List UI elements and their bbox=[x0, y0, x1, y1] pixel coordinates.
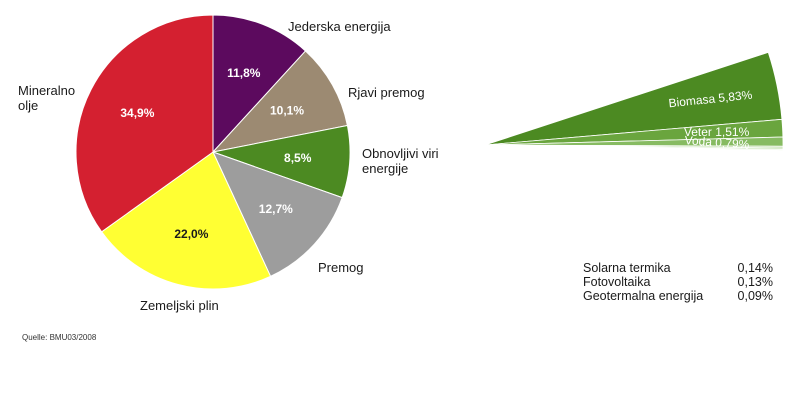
pie-value-label-premog: 12,7% bbox=[259, 202, 293, 216]
pie-value-label-rjavi-premog: 10,1% bbox=[270, 103, 304, 117]
fan-label-veter: Veter 1,51% bbox=[684, 125, 750, 139]
legend-row-solarna-termika: Solarna termika 0,14% bbox=[583, 261, 773, 275]
pie-category-label-jederska-energija: Jederska energija bbox=[288, 19, 391, 34]
legend-value: 0,13% bbox=[737, 275, 773, 289]
pie-value-label-mineralno-olje: 34,9% bbox=[120, 106, 154, 120]
pie-slice-jederska-energija bbox=[212, 14, 307, 154]
pie-category-label-rjavi-premog: Rjavi premog bbox=[348, 85, 425, 100]
fan-slice-geotermalna-energija bbox=[484, 144, 784, 151]
legend-value: 0,09% bbox=[737, 289, 773, 303]
pie-category-label-mineralno-olje: Mineralno olje bbox=[18, 83, 75, 113]
pie-value-label-obnovljivi-viri-energije: 8,5% bbox=[284, 151, 312, 165]
pie-slices bbox=[75, 14, 351, 290]
renewables-fan bbox=[484, 51, 784, 151]
pie-labels: 11,8% Jederska energija 10,1% Rjavi premog 8… bbox=[18, 19, 439, 313]
pie-value-label-jederska-energija: 11,8% bbox=[227, 66, 261, 80]
pie-slice-premog bbox=[212, 151, 343, 277]
legend-label: Solarna termika bbox=[583, 261, 671, 275]
small-renewables-legend: Solarna termika 0,14% Fotovoltaika 0,13%… bbox=[583, 261, 773, 303]
legend-label: Geotermalna energija bbox=[583, 289, 704, 303]
legend-label: Fotovoltaika bbox=[583, 275, 651, 289]
pie-category-label-zemeljski-plin: Zemeljski plin bbox=[140, 298, 219, 313]
fan-label-voda: Voda 0,79% bbox=[684, 133, 750, 152]
pie-slice-zemeljski-plin bbox=[100, 151, 272, 290]
pie-category-label-premog: Premog bbox=[318, 260, 364, 275]
legend-row-geotermalna-energija: Geotermalna energija 0,09% bbox=[583, 289, 773, 303]
legend-value: 0,14% bbox=[737, 261, 773, 275]
pie-slice-rjavi-premog bbox=[211, 50, 348, 153]
pie-category-label-obnovljivi-viri-energije: Obnovljivi viri energije bbox=[362, 146, 439, 176]
pie-value-label-zemeljski-plin: 22,0% bbox=[174, 227, 208, 241]
source-note: Quelle: BMU03/2008 bbox=[22, 333, 97, 342]
legend-row-fotovoltaika: Fotovoltaika 0,13% bbox=[583, 275, 773, 289]
pie-slice-mineralno-olje bbox=[75, 14, 214, 233]
